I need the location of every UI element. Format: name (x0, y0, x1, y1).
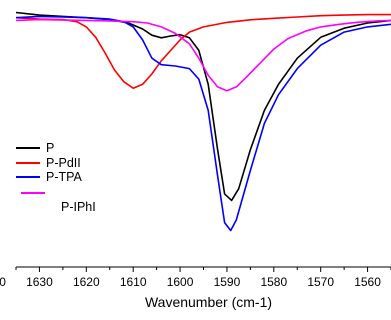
x-axis: 1640 1630 1620 1610 1600 1590 1580 1570 1560 Wav… (0, 266, 391, 310)
legend-label-0: P (46, 141, 54, 155)
x-tick-label: 1610 (120, 275, 147, 289)
x-tick-label: 1630 (26, 275, 53, 289)
x-ticks: 1640 1630 1620 1610 1600 1590 1580 1570 1560 (0, 267, 391, 289)
x-tick-label: 1580 (260, 275, 287, 289)
legend-label-3: P-IPhI (61, 200, 96, 214)
legend-label-1: P-PdII (46, 156, 81, 170)
x-tick-label: 1590 (214, 275, 241, 289)
x-tick-label: 1640 (0, 275, 6, 289)
series-line-1 (15, 13, 391, 89)
plot-area (15, 11, 391, 232)
x-tick-label: 1600 (167, 275, 194, 289)
legend-label-2: P-TPA (46, 170, 83, 184)
x-tick-label: 1620 (73, 275, 100, 289)
series-line-2 (15, 15, 391, 232)
series-line-3 (15, 18, 391, 92)
x-tick-label: 1570 (307, 275, 334, 289)
x-axis-title: Wavenumber (cm-1) (145, 294, 272, 310)
x-tick-label: 1560 (354, 275, 381, 289)
